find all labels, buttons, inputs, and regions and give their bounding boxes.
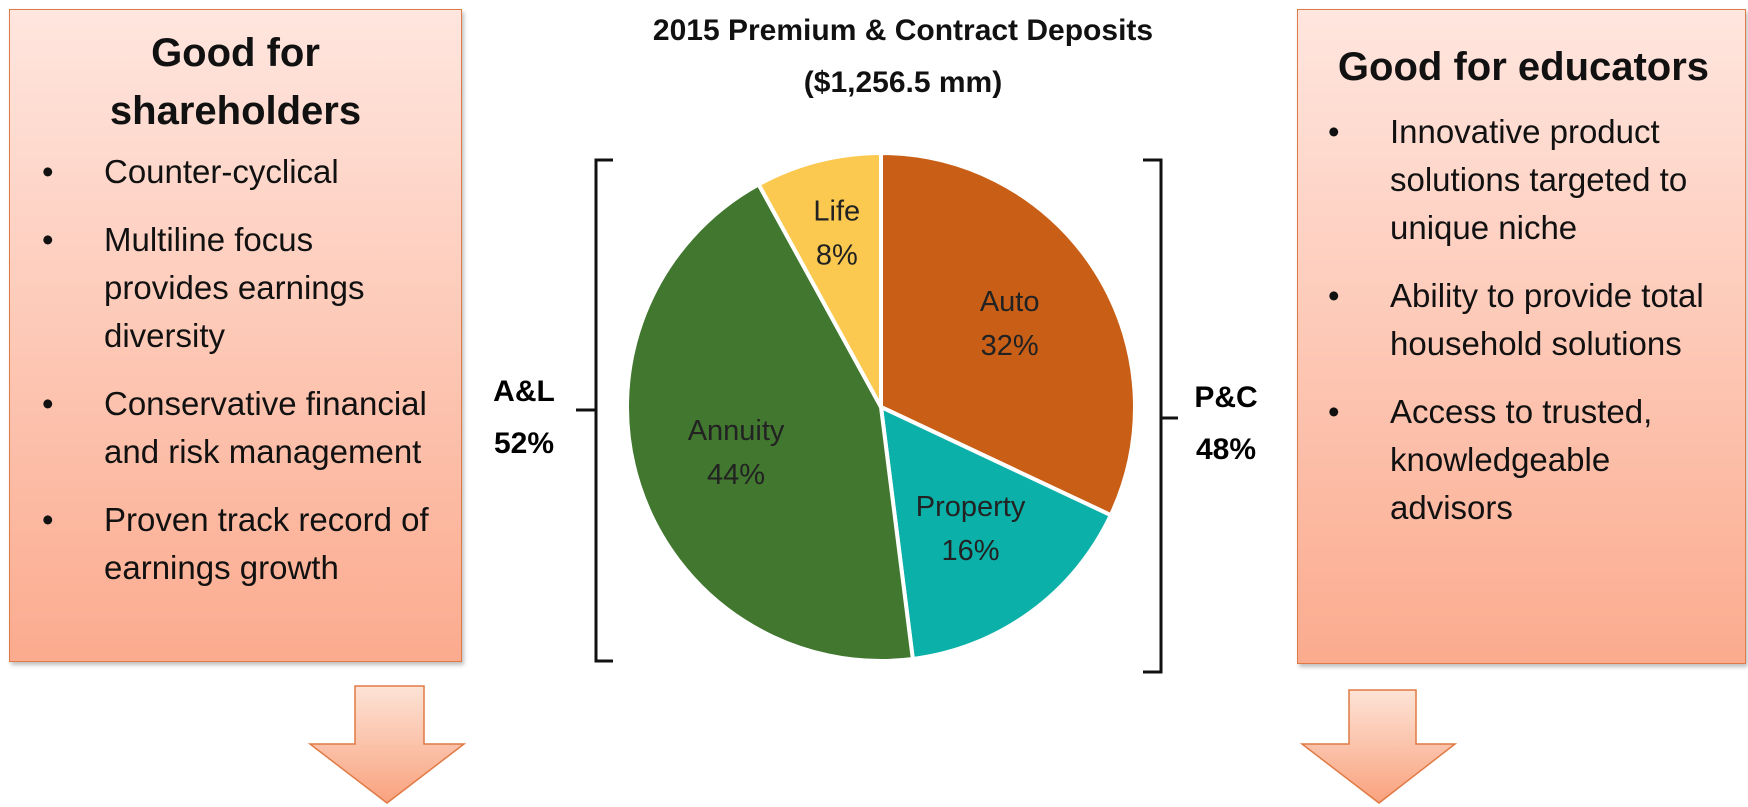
chart-title: 2015 Premium & Contract Deposits xyxy=(653,14,1153,47)
bullet-dot: • xyxy=(42,501,54,538)
bullet-text: Ability to provide total household solut… xyxy=(1390,277,1704,362)
bullet: • Ability to provide total household solu… xyxy=(1328,272,1737,368)
bullet-text: Conservative financial and risk manageme… xyxy=(104,385,427,470)
chart-subtitle: ($1,256.5 mm) xyxy=(804,66,1002,99)
bullet: • Innovative product solutions targeted t… xyxy=(1328,108,1737,252)
down-arrow xyxy=(307,685,467,804)
bracket xyxy=(576,158,613,663)
bullet-dot: • xyxy=(42,153,54,190)
bullet: • Multiline focus provides earnings diver… xyxy=(42,216,441,360)
bullet-text: Counter-cyclical xyxy=(104,153,339,190)
right-box: Good for educators • Innovative product s… xyxy=(1297,9,1746,664)
slice-label: Annuity xyxy=(688,415,785,447)
bullet-dot: • xyxy=(1328,393,1340,430)
bullet-dot: • xyxy=(1328,277,1340,314)
bullet-text: Innovative product solutions targeted to… xyxy=(1390,113,1688,246)
group-label: 48% xyxy=(1196,433,1256,466)
pie-slice xyxy=(625,181,916,663)
bullet-dot: • xyxy=(42,385,54,422)
down-arrow xyxy=(1299,689,1458,804)
group-label: P&C xyxy=(1194,381,1257,414)
bullet: • Proven track record of earnings growth xyxy=(42,496,441,592)
group-label: A&L xyxy=(493,375,555,408)
bracket xyxy=(1143,158,1178,674)
pie-slice xyxy=(879,150,1137,518)
group-label: 52% xyxy=(494,427,554,460)
bullet: • Conservative financial and risk managem… xyxy=(42,380,441,476)
slice-label: Life xyxy=(813,195,860,227)
slice-value: 44% xyxy=(707,459,765,491)
slice-value: 8% xyxy=(816,239,858,271)
slice-label: Auto xyxy=(980,286,1040,318)
pie-slice xyxy=(878,403,1114,662)
bullet-text: Multiline focus provides earnings divers… xyxy=(104,221,365,354)
bullet: • Counter-cyclical xyxy=(42,148,441,196)
bullet-text: Access to trusted, knowledgeable advisor… xyxy=(1390,393,1653,526)
box-title: Good for shareholders xyxy=(109,31,362,133)
bullet-list: • Counter-cyclical • Multiline focus provid… xyxy=(42,148,441,592)
bullet-dot: • xyxy=(42,221,54,258)
bullet-dot: • xyxy=(1328,113,1340,150)
bullet-list: • Innovative product solutions targeted t… xyxy=(1328,108,1737,532)
bullet: • Access to trusted, knowledgeable adviso… xyxy=(1328,388,1737,532)
box-title: Good for educators xyxy=(1337,45,1710,89)
bullet-text: Proven track record of earnings growth xyxy=(104,501,429,586)
pie-slice xyxy=(755,150,883,408)
slice-value: 16% xyxy=(942,535,1000,567)
slice-value: 32% xyxy=(981,330,1039,362)
left-box: Good for shareholders • Counter-cyclical •… xyxy=(9,9,462,662)
slice-label: Property xyxy=(916,491,1026,523)
